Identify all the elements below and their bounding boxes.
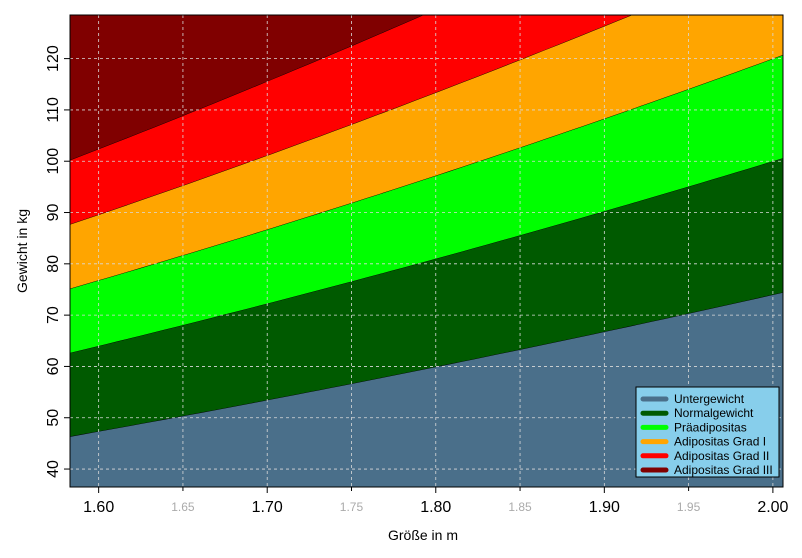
x-minor-tick-label-3: 1.95: [677, 500, 701, 514]
legend: UntergewichtNormalgewichtPräadipositasAd…: [635, 386, 780, 478]
y-axis: 40 50 60 70 80 90 100 110 120: [45, 45, 70, 478]
x-tick-label-3: 1.90: [589, 499, 620, 516]
legend-label-5: Adipositas Grad III: [674, 463, 773, 477]
y-tick-label-7: 110: [45, 97, 62, 123]
y-tick-label-0: 40: [45, 460, 62, 478]
legend-label-0: Untergewicht: [674, 392, 745, 406]
band-1: [70, 158, 783, 437]
legend-label-2: Präadipositas: [674, 420, 747, 434]
legend-box: [635, 386, 780, 478]
y-tick-label-6: 100: [45, 148, 62, 175]
x-tick-label-2: 1.80: [420, 499, 451, 516]
band-5: [70, 15, 423, 161]
x-minor-tick-label-1: 1.75: [340, 500, 364, 514]
legend-label-3: Adipositas Grad I: [674, 435, 766, 449]
band-0: [70, 292, 783, 487]
x-tick-label-4: 2.00: [757, 499, 788, 516]
x-minor-tick-label-0: 1.65: [171, 500, 195, 514]
band-4: [70, 15, 632, 225]
y-tick-label-1: 50: [45, 409, 62, 427]
y-tick-label-8: 120: [45, 45, 62, 72]
band-2: [70, 54, 783, 353]
bands-layer: [70, 15, 783, 487]
plot-frame: [69, 14, 784, 488]
y-tick-label-5: 90: [45, 204, 62, 222]
grid-layer: [70, 15, 783, 487]
x-axis: 1.60 1.70 1.80 1.90 2.00 1.65 1.75 1.85 1.95: [83, 487, 789, 516]
x-tick-label-0: 1.60: [83, 499, 114, 516]
x-minor-tick-label-2: 1.85: [508, 500, 532, 514]
y-tick-label-4: 80: [45, 255, 62, 273]
band-3: [70, 15, 783, 289]
y-tick-label-3: 70: [45, 306, 62, 324]
legend-label-4: Adipositas Grad II: [674, 449, 769, 463]
x-tick-label-1: 1.70: [252, 499, 283, 516]
y-tick-label-2: 60: [45, 357, 62, 375]
x-axis-label: Größe in m: [388, 527, 458, 543]
y-axis-label: Gewicht in kg: [14, 209, 30, 293]
legend-label-1: Normalgewicht: [674, 406, 754, 420]
